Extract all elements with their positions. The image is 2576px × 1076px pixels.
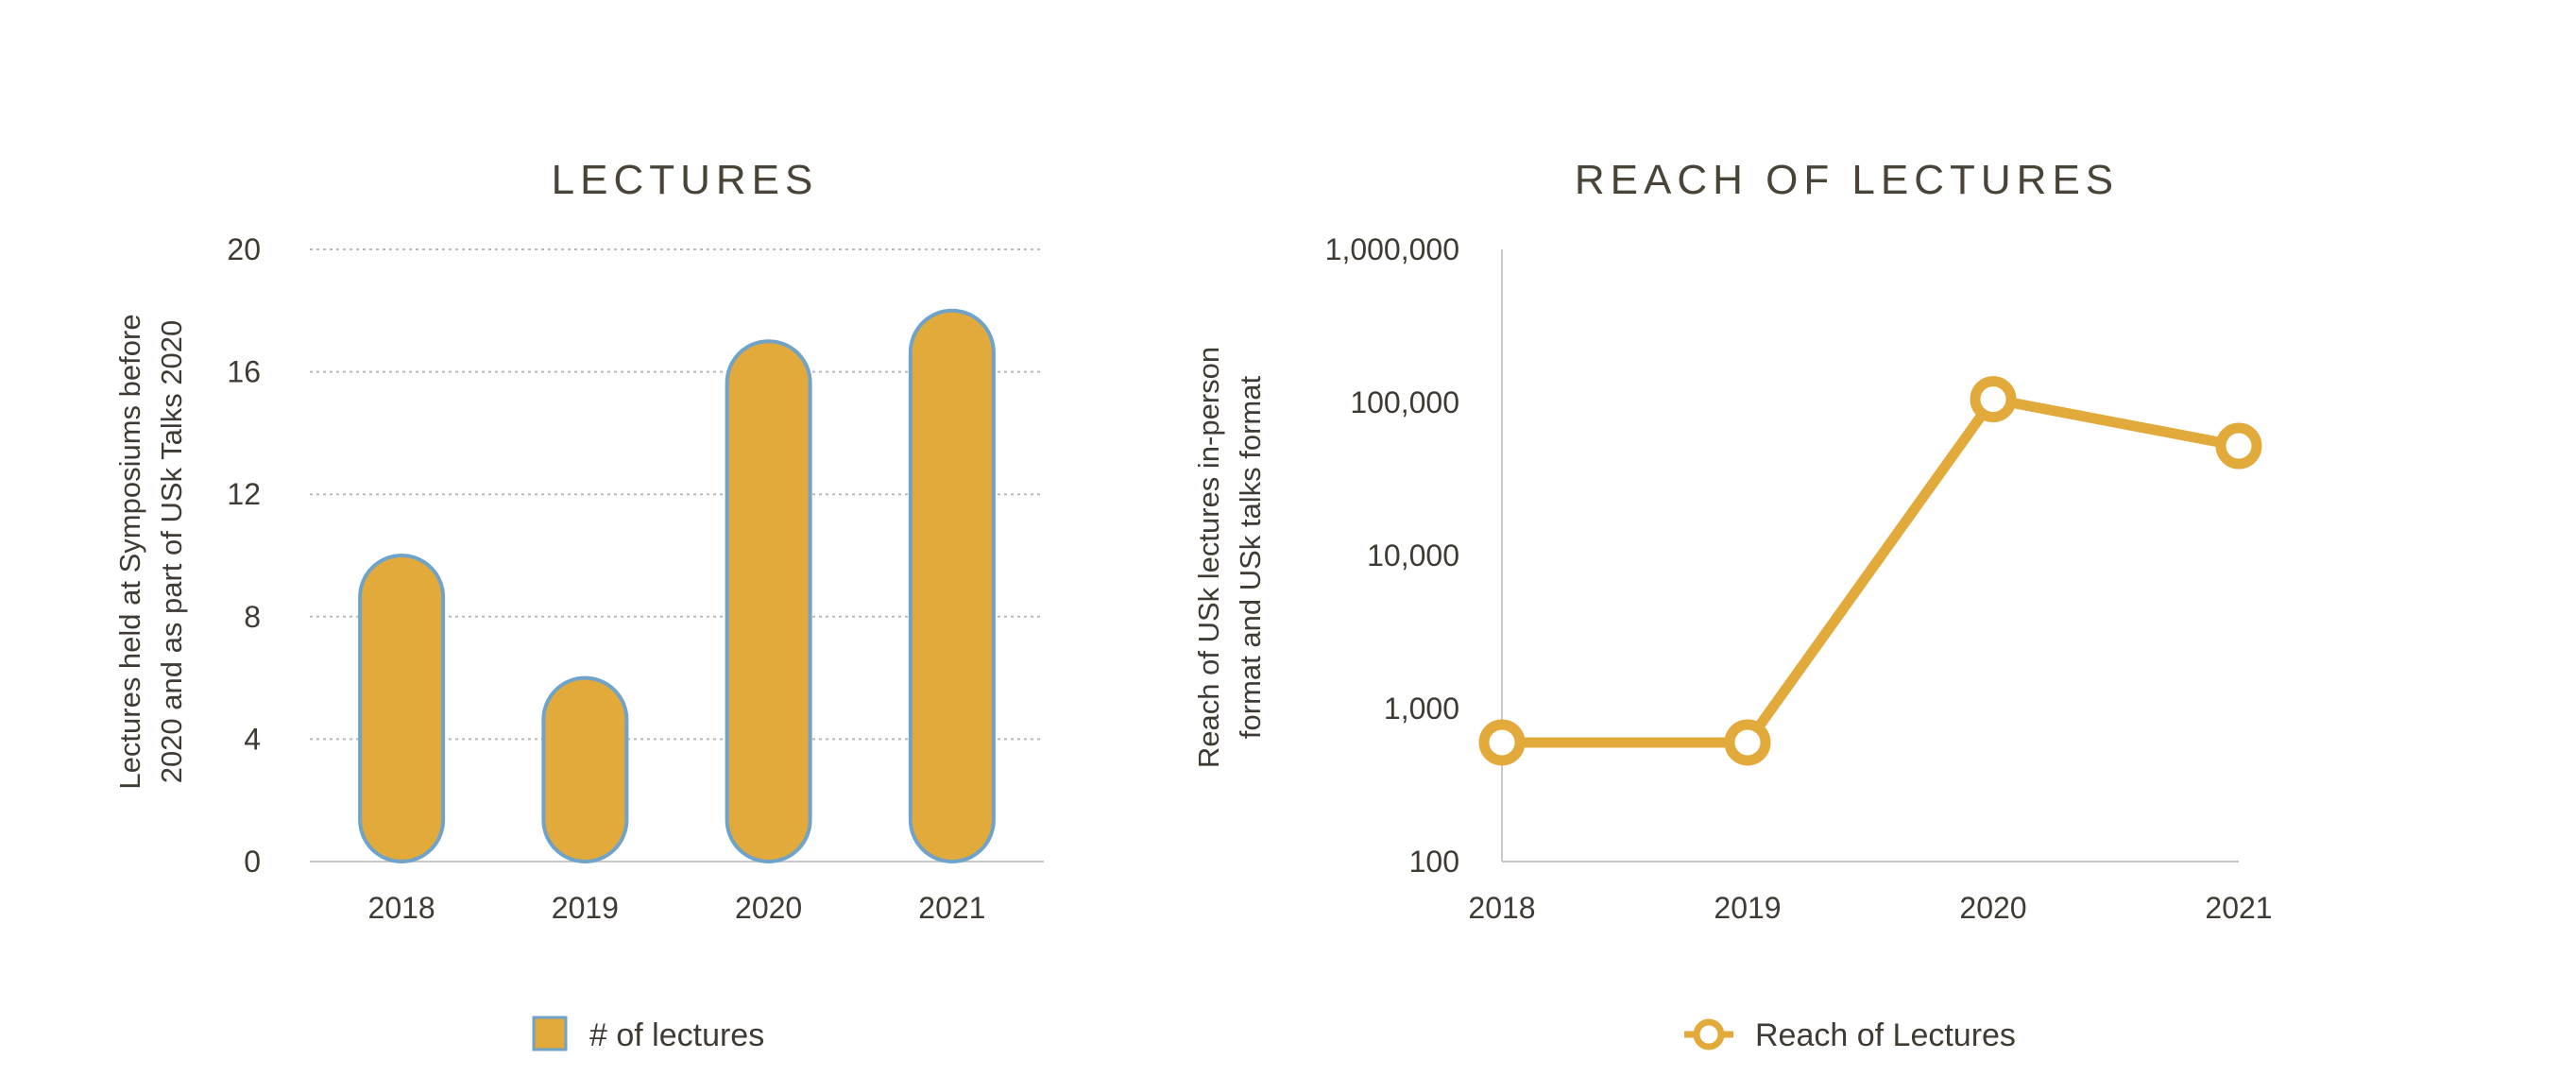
x-tick-label: 2021 <box>918 891 985 925</box>
x-tick-label: 2020 <box>735 891 802 925</box>
y-tick-label: 1,000 <box>1384 692 1459 726</box>
y-tick-labels: 0 4 8 12 16 20 <box>227 232 261 879</box>
x-tick-label: 2019 <box>1714 891 1781 925</box>
y-tick-label: 12 <box>227 477 261 511</box>
legend-label: # of lectures <box>589 1017 764 1053</box>
y-tick-label: 8 <box>244 600 261 634</box>
gridlines <box>310 248 1044 863</box>
x-tick-labels: 2018 2019 2020 2021 <box>368 891 986 925</box>
y-tick-label: 100,000 <box>1350 385 1459 419</box>
legend: # of lectures <box>532 1016 764 1053</box>
bar <box>358 554 446 863</box>
x-tick-label: 2019 <box>552 891 619 925</box>
y-tick-labels: 100 1,000 10,000 100,000 1,000,000 <box>1325 232 1459 879</box>
legend: Reach of Lectures <box>1684 1017 2016 1053</box>
bar <box>541 675 629 863</box>
legend-label: Reach of Lectures <box>1755 1017 2016 1053</box>
x-tick-labels: 2018 2019 2020 2021 <box>1468 891 2272 925</box>
chart-title: LECTURES <box>552 157 819 203</box>
y-tick-label: 20 <box>227 232 261 266</box>
y-tick-label: 0 <box>244 845 261 879</box>
x-tick-label: 2021 <box>2205 891 2272 925</box>
y-axis-label-line-2: 2020 and as part of USk Talks 2020 <box>155 320 188 784</box>
legend-swatch <box>532 1016 568 1051</box>
data-point <box>1970 376 2017 423</box>
data-point <box>1724 719 1771 766</box>
data-point <box>2215 422 2262 470</box>
legend-marker-icon <box>1693 1018 1725 1050</box>
y-tick-label: 100 <box>1409 845 1459 879</box>
x-tick-label: 2018 <box>1468 891 1535 925</box>
series-line <box>1502 394 2241 748</box>
y-tick-label: 10,000 <box>1367 538 1459 572</box>
y-axis-label-line-2: format and USk talks format <box>1234 376 1267 740</box>
reach-line-chart: REACH OF LECTURES 1001,00010,000100,0001… <box>1192 157 2273 1053</box>
y-tick-label: 16 <box>227 355 261 389</box>
bar <box>908 308 996 863</box>
data-points <box>1478 376 2262 766</box>
y-axis-label-line-1: Reach of USk lectures in-person <box>1192 347 1225 768</box>
axes <box>1501 249 2239 863</box>
series-line-path <box>1502 394 2241 748</box>
y-tick-label: 1,000,000 <box>1325 232 1459 266</box>
chart-title: REACH OF LECTURES <box>1575 157 2119 203</box>
bars <box>358 308 996 863</box>
x-tick-label: 2020 <box>1959 891 2026 925</box>
y-tick-label: 4 <box>244 722 261 756</box>
lectures-bar-chart: LECTURES 0 4 8 12 16 20 2018 2019 2020 2021 Lect… <box>113 157 1044 1053</box>
x-tick-label: 2018 <box>368 891 435 925</box>
bar <box>725 339 812 863</box>
y-axis-label-line-1: Lectures held at Symposiums before <box>113 314 146 789</box>
data-point <box>1478 719 1526 766</box>
